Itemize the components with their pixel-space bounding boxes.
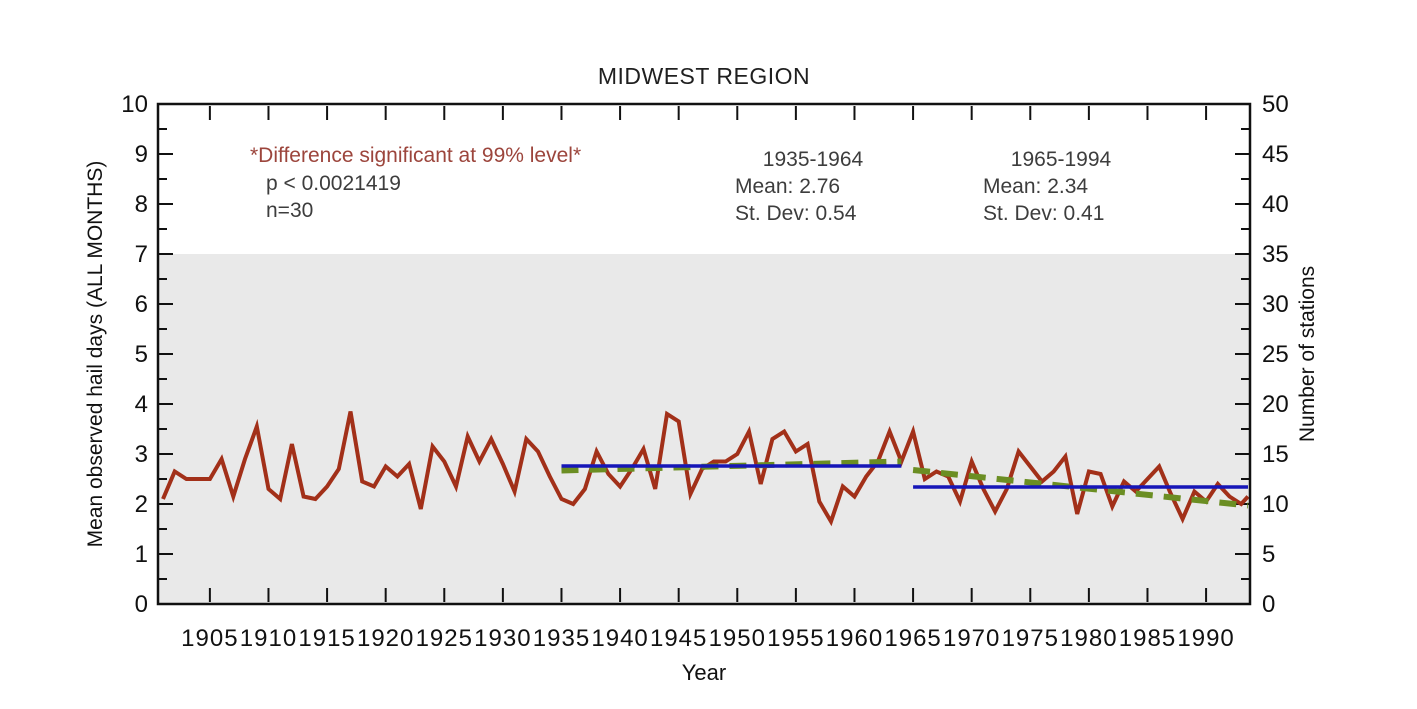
svg-text:1965: 1965 xyxy=(884,625,941,652)
period-stats-1935-1964: 1935-1964 Mean: 2.76 St. Dev: 0.54 xyxy=(735,146,891,227)
period-label: 1965-1994 xyxy=(1010,148,1112,171)
svg-text:1905: 1905 xyxy=(181,625,238,652)
x-axis-label: Year xyxy=(681,660,727,685)
svg-text:1955: 1955 xyxy=(767,625,824,652)
svg-text:1925: 1925 xyxy=(416,625,473,652)
svg-text:8: 8 xyxy=(135,191,148,218)
svg-text:1940: 1940 xyxy=(591,625,648,652)
svg-text:0: 0 xyxy=(1262,591,1275,618)
svg-text:10: 10 xyxy=(1262,491,1289,518)
svg-text:25: 25 xyxy=(1262,341,1289,368)
y-axis-right-label: Number of stations xyxy=(1296,265,1319,443)
svg-text:1910: 1910 xyxy=(240,625,297,652)
period-label: 1935-1964 xyxy=(762,148,864,171)
svg-text:15: 15 xyxy=(1262,441,1289,468)
svg-text:4: 4 xyxy=(135,391,148,418)
stdev-value: St. Dev: 0.54 xyxy=(735,202,857,225)
svg-text:1930: 1930 xyxy=(474,625,531,652)
mean-value: Mean: 2.76 xyxy=(735,175,841,198)
chart-title: MIDWEST REGION xyxy=(597,63,811,89)
svg-text:2: 2 xyxy=(135,491,148,518)
svg-text:10: 10 xyxy=(121,91,148,118)
svg-text:1960: 1960 xyxy=(826,625,883,652)
svg-text:1990: 1990 xyxy=(1177,625,1234,652)
period-stats-1965-1994: 1965-1994 Mean: 2.34 St. Dev: 0.41 xyxy=(983,146,1139,227)
svg-text:6: 6 xyxy=(135,291,148,318)
p-value-annotation: p < 0.0021419 xyxy=(266,172,401,195)
svg-text:50: 50 xyxy=(1262,91,1289,118)
svg-text:45: 45 xyxy=(1262,141,1289,168)
svg-text:1915: 1915 xyxy=(298,625,355,652)
svg-text:1: 1 xyxy=(135,541,148,568)
stdev-value: St. Dev: 0.41 xyxy=(983,202,1105,225)
svg-text:7: 7 xyxy=(135,241,148,268)
svg-text:1980: 1980 xyxy=(1060,625,1117,652)
svg-text:1935: 1935 xyxy=(533,625,590,652)
svg-text:3: 3 xyxy=(135,441,148,468)
sample-size-annotation: n=30 xyxy=(266,199,314,222)
svg-text:9: 9 xyxy=(135,141,148,168)
svg-text:20: 20 xyxy=(1262,391,1289,418)
significance-annotation: *Difference significant at 99% level* xyxy=(250,144,582,167)
svg-text:1970: 1970 xyxy=(943,625,1000,652)
y-axis-left-label: Mean observed hail days (ALL MONTHS) xyxy=(84,160,107,548)
svg-text:1950: 1950 xyxy=(709,625,766,652)
svg-text:1985: 1985 xyxy=(1119,625,1176,652)
svg-text:0: 0 xyxy=(135,591,148,618)
mean-value: Mean: 2.34 xyxy=(983,175,1089,198)
svg-text:1975: 1975 xyxy=(1002,625,1059,652)
svg-text:35: 35 xyxy=(1262,241,1289,268)
svg-text:30: 30 xyxy=(1262,291,1289,318)
svg-text:1920: 1920 xyxy=(357,625,414,652)
svg-text:1945: 1945 xyxy=(650,625,707,652)
svg-text:5: 5 xyxy=(1262,541,1275,568)
svg-text:5: 5 xyxy=(135,341,148,368)
svg-text:40: 40 xyxy=(1262,191,1289,218)
